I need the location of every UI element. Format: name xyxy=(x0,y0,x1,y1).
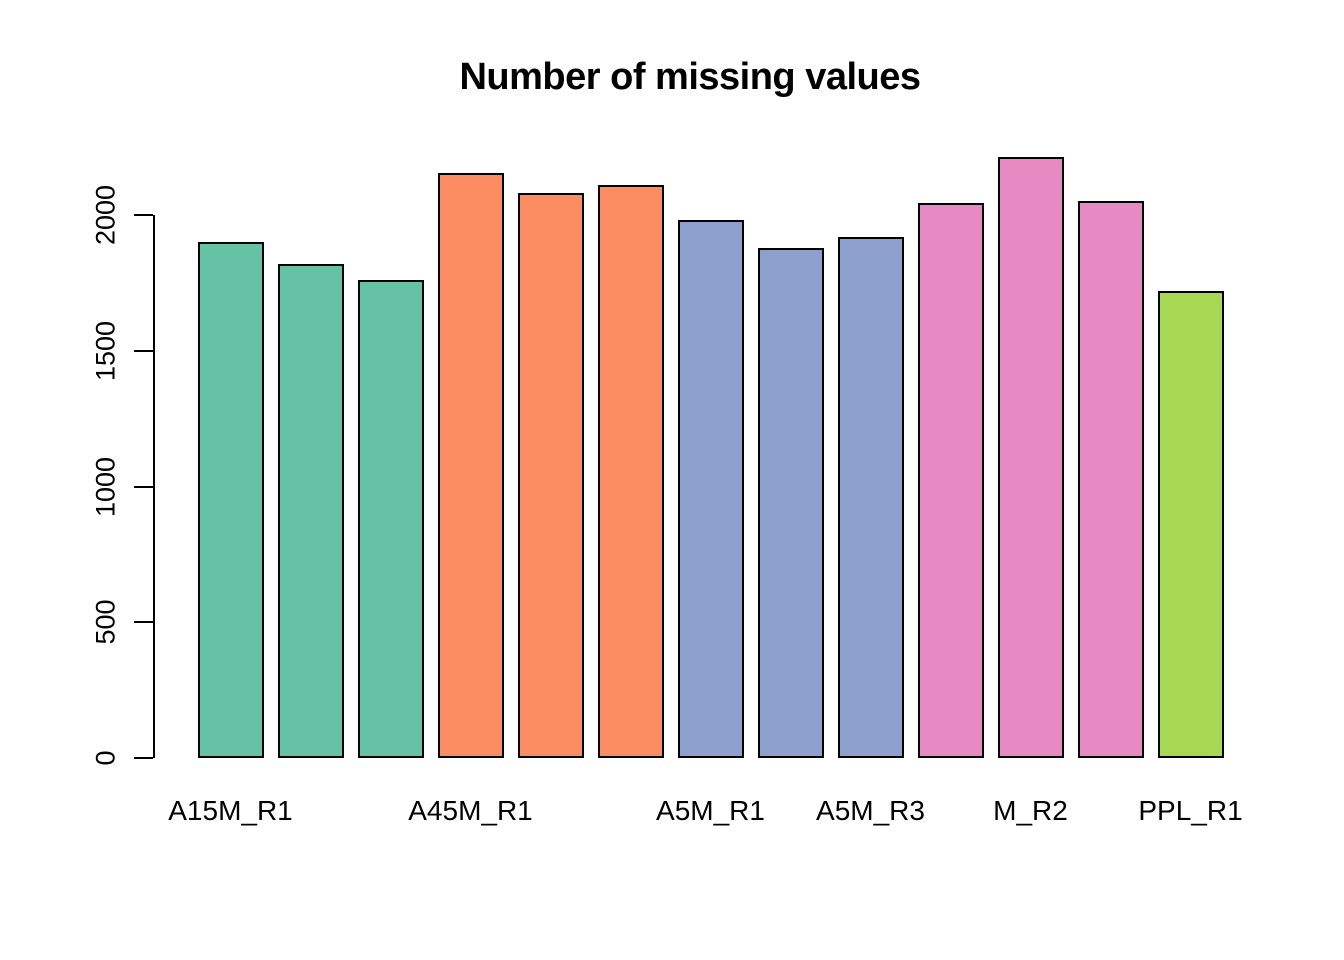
x-axis-tick-label: PPL_R1 xyxy=(1138,795,1243,826)
y-axis-line xyxy=(153,215,155,758)
y-axis-tick xyxy=(134,214,153,216)
y-axis-tick-label: 500 xyxy=(90,599,121,645)
y-axis-tick-label: 2000 xyxy=(90,184,121,246)
x-axis-tick-label: A15M_R1 xyxy=(168,795,293,826)
chart-title: Number of missing values xyxy=(459,56,921,98)
x-axis-tick-label: A45M_R1 xyxy=(408,795,533,826)
y-axis-tick-label: 0 xyxy=(90,750,121,766)
bar xyxy=(357,280,424,758)
x-axis-tick-label: A5M_R1 xyxy=(656,795,765,826)
bar xyxy=(917,203,984,758)
bar xyxy=(997,157,1064,758)
bar xyxy=(597,185,664,758)
bar xyxy=(837,236,904,758)
y-axis-tick xyxy=(134,349,153,352)
bar xyxy=(277,264,344,758)
bar xyxy=(1157,290,1224,758)
bar xyxy=(1077,201,1144,758)
bar xyxy=(197,242,264,758)
x-axis-tick-label: A5M_R3 xyxy=(816,795,925,826)
y-axis-tick xyxy=(134,485,153,488)
bar xyxy=(517,193,584,758)
y-axis-tick xyxy=(134,621,153,624)
bar xyxy=(757,248,824,758)
y-axis-tick-label: 1000 xyxy=(90,456,121,517)
y-axis-tick xyxy=(134,757,153,759)
x-axis-tick-label: M_R2 xyxy=(993,795,1068,826)
bar xyxy=(437,172,504,758)
y-axis-tick-label: 1500 xyxy=(90,320,121,381)
bar xyxy=(677,220,744,758)
